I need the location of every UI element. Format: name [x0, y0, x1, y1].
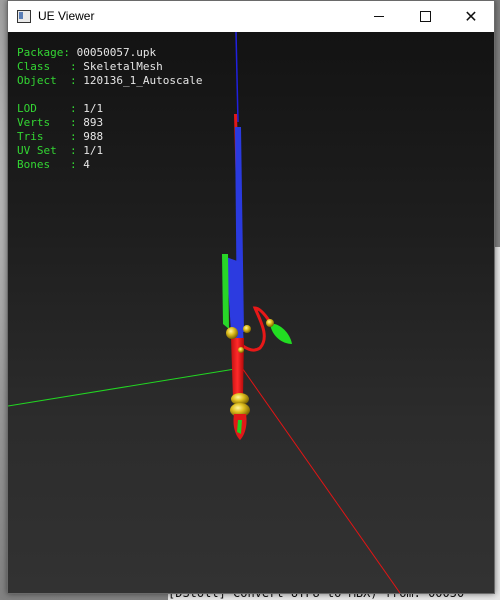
joint-upper — [226, 327, 238, 339]
red-bone-curve — [239, 306, 272, 352]
info-class-row: Class : SkeletalMesh — [17, 60, 163, 73]
x-axis-line — [239, 364, 401, 593]
info-object-row: Object : 120136_1_Autoscale — [17, 74, 203, 87]
gold-ring-2 — [230, 403, 250, 417]
info-overlay: Package: 00050057.upk Class : SkeletalMe… — [17, 46, 202, 172]
info-lod-row: LOD : 1/1 — [17, 102, 104, 115]
green-bottom-detail — [237, 420, 242, 434]
minimize-button[interactable] — [356, 1, 402, 32]
minimize-icon — [374, 16, 384, 17]
mesh-scene[interactable] — [8, 32, 494, 593]
info-bones-row: Bones : 4 — [17, 158, 90, 171]
joint-mid — [238, 347, 244, 353]
info-package-row: Package: 00050057.upk — [17, 46, 157, 59]
z-axis-line — [235, 32, 239, 123]
green-tip — [270, 323, 292, 344]
blue-bone-blade — [226, 257, 244, 350]
joint-right — [266, 319, 274, 327]
window-title: UE Viewer — [38, 9, 95, 23]
maximize-icon — [419, 11, 431, 22]
info-uvset-row: UV Set : 1/1 — [17, 144, 104, 157]
red-main-shaft — [231, 338, 244, 398]
close-icon: ✕ — [464, 6, 478, 26]
maximize-button[interactable] — [402, 1, 448, 32]
y-axis-line — [8, 368, 236, 407]
close-button[interactable]: ✕ — [448, 1, 494, 32]
window-app-icon — [17, 10, 31, 23]
ue-viewer-window: UE Viewer ✕ — [7, 0, 495, 594]
info-verts-row: Verts : 893 — [17, 116, 104, 129]
green-bone — [222, 254, 229, 329]
3d-viewport[interactable]: Package: 00050057.upk Class : SkeletalMe… — [8, 32, 494, 593]
title-bar[interactable]: UE Viewer ✕ — [8, 1, 494, 32]
gold-ring-1 — [231, 393, 249, 405]
joint-upper-right — [243, 325, 251, 333]
info-tris-row: Tris : 988 — [17, 130, 104, 143]
